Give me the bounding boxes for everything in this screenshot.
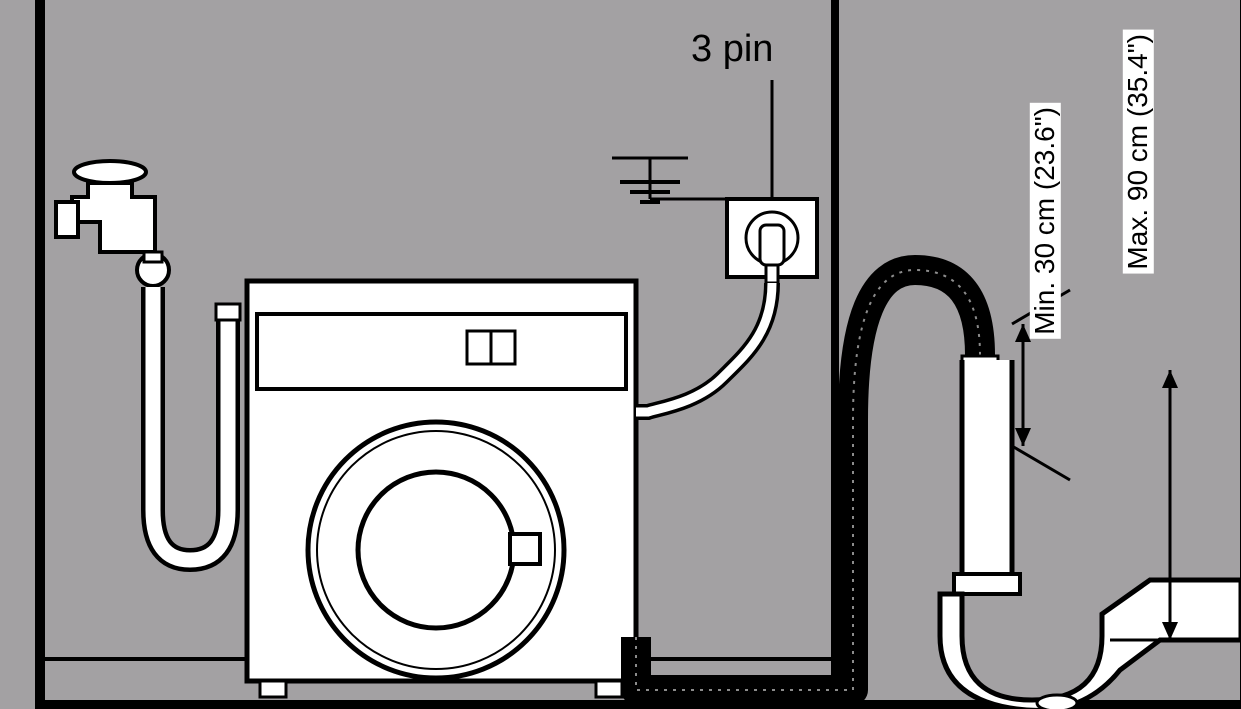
- water-tap: [56, 161, 169, 286]
- ground-symbol-icon: [612, 158, 727, 202]
- plug-label: 3 pin: [687, 28, 777, 71]
- power-outlet: [727, 199, 817, 283]
- max-height-label: Max. 90 cm (35.4"): [1123, 30, 1154, 274]
- min-height-label: Min. 30 cm (23.6"): [1030, 103, 1061, 339]
- drain-hose: [636, 270, 980, 690]
- washing-machine: [247, 281, 636, 697]
- inlet-hose: [153, 287, 228, 560]
- standpipe: [940, 360, 1241, 709]
